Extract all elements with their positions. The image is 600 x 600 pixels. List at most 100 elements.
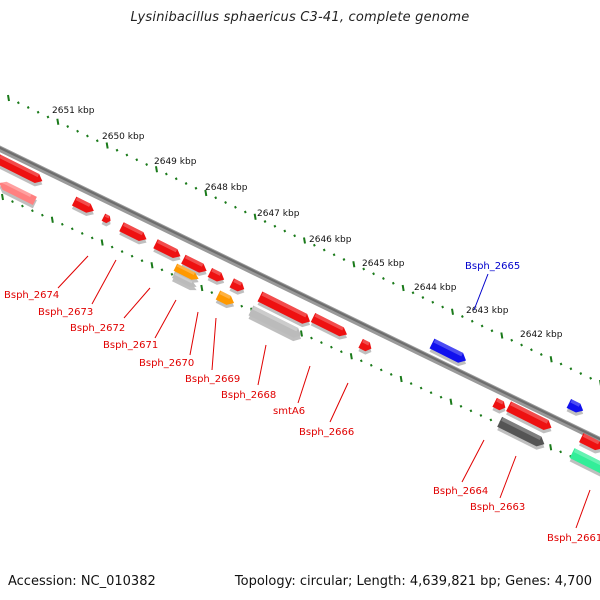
gene-label[interactable]: smtA6 bbox=[273, 406, 305, 417]
ruler-label: 2643 kbp bbox=[466, 306, 509, 316]
ruler-tick bbox=[459, 404, 463, 408]
ruler-tick bbox=[372, 272, 375, 276]
ruler-tick bbox=[66, 125, 70, 128]
gene-label[interactable]: Bsph_2673 bbox=[38, 307, 93, 318]
gene-label[interactable]: Bsph_2665 bbox=[465, 261, 520, 272]
gene-arrow[interactable] bbox=[71, 196, 98, 219]
ruler-tick bbox=[115, 148, 119, 152]
gene-label[interactable]: Bsph_2671 bbox=[103, 340, 158, 351]
gene-label[interactable]: Bsph_2666 bbox=[299, 427, 354, 438]
gene-label[interactable]: Bsph_2663 bbox=[470, 502, 525, 513]
leader-line bbox=[329, 382, 349, 423]
ruler-tick bbox=[31, 209, 34, 213]
ruler-tick bbox=[70, 227, 74, 231]
ruler-tick bbox=[120, 250, 124, 254]
ruler-tick bbox=[26, 106, 30, 109]
ruler-tick bbox=[214, 196, 218, 200]
ruler-tick bbox=[382, 277, 385, 280]
ruler-tick bbox=[253, 213, 257, 220]
gene-arrow[interactable] bbox=[568, 448, 600, 479]
ruler-tick bbox=[200, 284, 204, 292]
ruler-tick bbox=[339, 350, 343, 354]
ruler-tick bbox=[194, 186, 198, 190]
gene-arrow[interactable] bbox=[428, 338, 470, 369]
gene-arrow[interactable] bbox=[228, 278, 248, 297]
ruler-tick bbox=[342, 258, 346, 261]
ruler-tick bbox=[293, 234, 297, 238]
gene-label[interactable]: Bsph_2669 bbox=[185, 374, 240, 385]
ruler-tick bbox=[263, 220, 267, 223]
ruler-tick bbox=[369, 363, 373, 367]
gene-arrow[interactable] bbox=[578, 433, 600, 456]
gene-arrow[interactable] bbox=[309, 313, 350, 342]
gene-label[interactable]: Bsph_2674 bbox=[4, 290, 59, 301]
ruler-tick bbox=[479, 413, 483, 417]
gene-arrow[interactable] bbox=[171, 272, 200, 293]
genome-backbone bbox=[0, 145, 600, 444]
ruler-tick bbox=[80, 231, 84, 235]
gene-label[interactable]: Bsph_2672 bbox=[70, 323, 125, 334]
ruler-tick bbox=[273, 224, 277, 228]
ruler-tick bbox=[451, 308, 454, 315]
gene-arrow[interactable] bbox=[118, 222, 150, 247]
ruler-tick bbox=[184, 182, 188, 185]
ruler-label: 2645 kbp bbox=[362, 259, 405, 269]
gene-arrow[interactable] bbox=[256, 291, 314, 330]
ruler-tick bbox=[500, 332, 504, 339]
gene-arrow[interactable] bbox=[496, 416, 548, 453]
gene-arrow[interactable] bbox=[0, 154, 46, 189]
ruler-tick bbox=[449, 398, 453, 405]
ruler-tick bbox=[352, 261, 356, 268]
ruler-label: 2644 kbp bbox=[414, 283, 457, 293]
ruler-tick bbox=[135, 158, 139, 162]
ruler-label: 2648 kbp bbox=[205, 183, 248, 193]
gene-features[interactable] bbox=[0, 154, 600, 479]
gene-arrow[interactable] bbox=[214, 290, 237, 311]
gene-arrow[interactable] bbox=[357, 338, 375, 357]
leader-line bbox=[575, 489, 591, 529]
gene-arrow[interactable] bbox=[172, 263, 202, 286]
ruler-tick bbox=[283, 229, 287, 233]
ruler-label: 2650 kbp bbox=[102, 132, 145, 142]
gene-arrow[interactable] bbox=[247, 305, 305, 344]
gene-labels[interactable]: Bsph_2674 Bsph_2673 Bsph_2672 Bsph_2671 Bsph… bbox=[4, 261, 600, 544]
gene-label[interactable]: Bsph_2668 bbox=[221, 390, 276, 401]
ruler-tick bbox=[50, 216, 54, 223]
gene-arrow[interactable] bbox=[0, 179, 38, 209]
ruler-tick bbox=[164, 172, 168, 176]
ruler-labels: 2651 kbp 2650 kbp 2649 kbp 2648 kbp 2647 kbp… bbox=[52, 106, 563, 340]
ruler-tick bbox=[210, 291, 214, 294]
ruler-label: 2646 kbp bbox=[309, 235, 352, 245]
gene-arrow[interactable] bbox=[491, 397, 509, 416]
ruler-tick bbox=[359, 359, 363, 363]
ruler-tick bbox=[470, 319, 474, 323]
ruler-tick bbox=[539, 353, 543, 356]
ruler-tick bbox=[391, 281, 395, 285]
ruler-tick bbox=[130, 254, 134, 258]
ruler-tick bbox=[1, 193, 4, 201]
gene-label[interactable]: Bsph_2661 bbox=[547, 533, 600, 544]
gene-arrow[interactable] bbox=[565, 398, 586, 418]
label-leader-lines bbox=[57, 255, 591, 529]
gene-arrow[interactable] bbox=[206, 267, 227, 287]
ruler-tick bbox=[489, 418, 493, 422]
ruler-tick bbox=[204, 189, 208, 197]
gene-arrow[interactable] bbox=[100, 213, 113, 228]
gene-arrow[interactable] bbox=[180, 254, 210, 279]
ruler-tick bbox=[429, 391, 433, 395]
gene-arrow[interactable] bbox=[152, 239, 184, 264]
ruler-tick bbox=[379, 368, 383, 372]
gene-arrow[interactable] bbox=[505, 401, 556, 436]
ruler-tick bbox=[431, 300, 435, 304]
leader-line bbox=[211, 317, 217, 371]
ruler-tick bbox=[320, 341, 323, 345]
ruler-tick bbox=[312, 243, 316, 247]
ruler-tick bbox=[559, 362, 563, 366]
gene-label[interactable]: Bsph_2664 bbox=[433, 486, 488, 497]
gene-label[interactable]: Bsph_2670 bbox=[139, 358, 194, 369]
leader-line bbox=[91, 259, 117, 305]
genome-title: Lysinibacillus sphaericus C3-41, complet… bbox=[130, 10, 470, 25]
ruler-tick bbox=[76, 129, 79, 133]
ruler-tick bbox=[90, 236, 94, 240]
